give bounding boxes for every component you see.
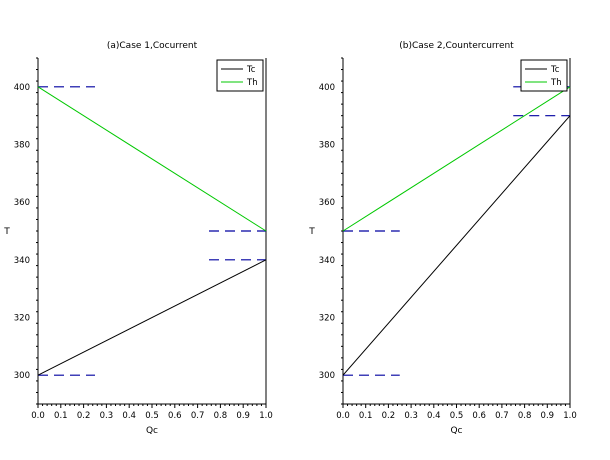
series-line-th bbox=[342, 86, 571, 232]
x-tick-label: 0.3 bbox=[100, 411, 114, 421]
legend-label-th: Th bbox=[550, 78, 562, 88]
x-tick-label: 0.5 bbox=[145, 411, 159, 421]
x-tick-label: 1.0 bbox=[259, 411, 273, 421]
chart-panel-b: (b)Case 2,Countercurrent 0.0 0.1 0.2 0.3 0.4 0… bbox=[308, 41, 577, 436]
series-line-tc bbox=[342, 115, 571, 376]
y-tick-label: 340 bbox=[14, 256, 30, 266]
y-tick-label: 300 bbox=[319, 371, 335, 381]
x-tick-label: 0.0 bbox=[336, 411, 350, 421]
x-tick-label: 0.8 bbox=[214, 411, 228, 421]
y-tick-label: 300 bbox=[14, 371, 30, 381]
y-tick-label: 320 bbox=[319, 314, 335, 324]
legend-box bbox=[216, 59, 264, 92]
y-tick-label: 400 bbox=[319, 83, 335, 93]
x-tick-label: 0.7 bbox=[495, 411, 509, 421]
x-axis-label: Qc bbox=[450, 426, 462, 436]
x-tick-label: 0.1 bbox=[359, 411, 373, 421]
legend: Tc Th bbox=[216, 59, 264, 92]
x-axis-label: Qc bbox=[146, 426, 158, 436]
chart-panel-a: (a)Case 1,Cocurrent 0.0 0.1 0.2 0.3 0.4 0.5 0.6… bbox=[3, 41, 273, 436]
x-tick-label: 0.0 bbox=[31, 411, 45, 421]
y-axis-label: T bbox=[308, 227, 315, 237]
series-line-th bbox=[37, 86, 267, 232]
series-line-tc bbox=[37, 259, 267, 376]
y-tick-label: 320 bbox=[14, 314, 30, 324]
legend-label-tc: Tc bbox=[550, 65, 560, 75]
x-tick-label: 0.1 bbox=[54, 411, 68, 421]
chart-title: (b)Case 2,Countercurrent bbox=[399, 41, 514, 51]
legend: Tc Th bbox=[520, 59, 568, 92]
x-tick-label: 0.2 bbox=[382, 411, 396, 421]
legend-label-th: Th bbox=[246, 78, 258, 88]
x-tick-label: 0.9 bbox=[541, 411, 555, 421]
x-tick-label: 0.7 bbox=[191, 411, 205, 421]
x-tick-label: 0.4 bbox=[427, 411, 441, 421]
x-tick-label: 0.6 bbox=[168, 411, 182, 421]
x-tick-label: 0.3 bbox=[404, 411, 418, 421]
y-tick-label: 380 bbox=[319, 141, 335, 151]
x-tick-label: 0.5 bbox=[450, 411, 464, 421]
x-tick-label: 0.9 bbox=[236, 411, 250, 421]
legend-label-tc: Tc bbox=[246, 65, 256, 75]
x-tick-label: 0.6 bbox=[472, 411, 486, 421]
chart-title: (a)Case 1,Cocurrent bbox=[107, 41, 198, 51]
y-tick-label: 360 bbox=[14, 198, 30, 208]
y-tick-label: 400 bbox=[14, 83, 30, 93]
y-tick-label: 340 bbox=[319, 256, 335, 266]
x-tick-label: 0.2 bbox=[77, 411, 91, 421]
x-tick-label: 0.8 bbox=[518, 411, 532, 421]
legend-box bbox=[520, 59, 568, 92]
y-tick-label: 360 bbox=[319, 198, 335, 208]
x-tick-label: 1.0 bbox=[563, 411, 577, 421]
y-tick-label: 380 bbox=[14, 141, 30, 151]
x-tick-label: 0.4 bbox=[122, 411, 136, 421]
y-axis-label: T bbox=[3, 227, 10, 237]
